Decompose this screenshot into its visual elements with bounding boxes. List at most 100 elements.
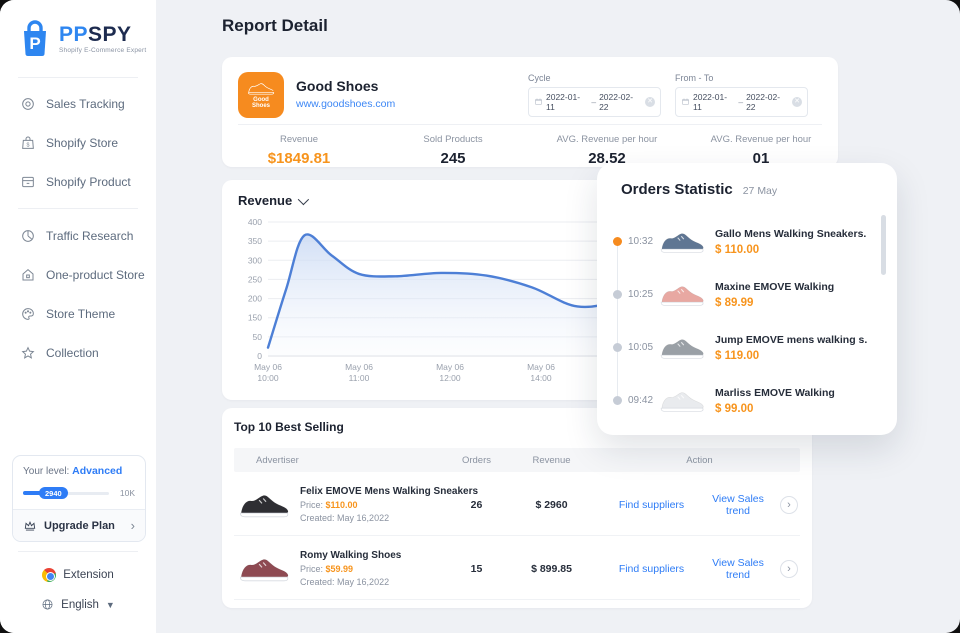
crown-icon — [24, 520, 36, 531]
column-action: Action — [686, 454, 713, 466]
divider — [18, 77, 138, 78]
svg-text:50: 50 — [253, 332, 263, 342]
sidebar-item-shopify-store[interactable]: $ Shopify Store — [20, 135, 118, 151]
revenue-metric-dropdown[interactable]: Revenue — [238, 193, 310, 208]
table-header: Advertiser Orders Revenue Action — [234, 448, 800, 472]
view-sales-trend-link[interactable]: View Sales trend — [712, 492, 764, 517]
order-price: $ 99.00 — [715, 402, 754, 415]
clear-icon[interactable]: ✕ — [792, 96, 802, 107]
star-icon — [21, 346, 35, 359]
orders-panel-date: 27 May — [742, 185, 778, 197]
order-item[interactable]: 10:25 Maxine EMOVE Walking $ 89.99 — [597, 268, 897, 321]
store-url-link[interactable]: www.goodshoes.com — [296, 97, 396, 110]
chevron-down-icon: ▼ — [105, 599, 115, 610]
store-summary-card: Good Shoes Good Shoes www.goodshoes.com … — [222, 57, 838, 167]
from-to-picker-group: From - To 2022-01-11 – 2022-02-22 ✕ — [675, 73, 808, 117]
view-sales-trend-link[interactable]: View Sales trend — [712, 556, 764, 581]
svg-text:11:00: 11:00 — [349, 373, 370, 383]
pie-chart-icon — [22, 230, 34, 242]
order-item[interactable]: 10:32 Gallo Mens Walking Sneakers... $ 1… — [597, 215, 897, 268]
upgrade-plan-button[interactable]: Upgrade Plan › — [13, 509, 145, 541]
date-start: 2022-01-11 — [546, 91, 581, 112]
progress-max-label: 10K — [119, 488, 135, 498]
level-value: Advanced — [72, 465, 123, 477]
language-label: English — [61, 598, 99, 611]
level-text: Your level: Advanced — [23, 465, 135, 477]
orders-count: 26 — [470, 498, 483, 511]
product-created: Created: May 16,2022 — [300, 513, 390, 523]
sneaker-image — [660, 285, 704, 306]
timeline-dot — [613, 343, 622, 352]
sneaker-icon — [247, 82, 275, 95]
clear-icon[interactable]: ✕ — [645, 96, 655, 107]
from-to-date-range-picker[interactable]: 2022-01-11 – 2022-02-22 ✕ — [675, 86, 808, 117]
find-suppliers-link[interactable]: Find suppliers — [618, 498, 685, 511]
cycle-label: Cycle — [528, 72, 551, 83]
orders-statistic-panel: Orders Statistic 27 May 10:32 Gallo Mens… — [597, 163, 897, 435]
sidebar-item-label: Sales Tracking — [46, 97, 125, 111]
chevron-right-icon: › — [130, 518, 135, 533]
order-item[interactable]: 10:05 Jump EMOVE mens walking s... $ 119… — [597, 321, 897, 374]
brand-logo: P PPSPY Shopify E-Commerce Expert — [18, 20, 146, 58]
best-selling-title: Top 10 Best Selling — [234, 420, 344, 434]
store-logo-text: Good Shoes — [251, 96, 270, 110]
svg-text:14:00: 14:00 — [530, 373, 552, 383]
sidebar-item-sales-tracking[interactable]: Sales Tracking — [20, 96, 125, 112]
order-price: $ 89.99 — [715, 296, 754, 309]
date-end: 2022-02-22 — [599, 91, 634, 112]
order-time: 10:25 — [628, 289, 654, 300]
scrollbar[interactable] — [881, 215, 886, 275]
page-title: Report Detail — [222, 16, 328, 35]
sneaker-image — [239, 558, 289, 581]
svg-text:200: 200 — [248, 294, 262, 304]
sidebar-item-one-product-store[interactable]: One-product Store — [20, 267, 145, 283]
orders-count: 15 — [470, 562, 483, 575]
sidebar-item-shopify-product[interactable]: Shopify Product — [20, 174, 131, 190]
chevron-down-icon — [297, 193, 310, 205]
svg-text:150: 150 — [248, 313, 262, 323]
divider — [18, 208, 138, 209]
best-selling-card: Top 10 Best Selling Advertiser Orders Re… — [222, 408, 812, 608]
sidebar-item-store-theme[interactable]: Store Theme — [20, 306, 115, 322]
progress-fill — [23, 491, 45, 495]
svg-text:300: 300 — [248, 255, 262, 265]
product-created: Created: May 16,2022 — [300, 577, 390, 587]
language-selector[interactable]: English ▼ — [0, 598, 156, 611]
sidebar: P PPSPY Shopify E-Commerce Expert Sales … — [0, 0, 156, 633]
order-time: 10:32 — [628, 236, 654, 247]
store-logo: Good Shoes — [238, 71, 284, 118]
find-suppliers-link[interactable]: Find suppliers — [618, 562, 685, 575]
sidebar-item-label: Collection — [46, 346, 99, 360]
order-item[interactable]: 09:42 Marliss EMOVE Walking $ 99.00 — [597, 374, 897, 427]
column-orders: Orders — [461, 454, 492, 466]
product-price: Price: $110.00 — [300, 500, 358, 510]
calendar-icon — [682, 98, 689, 105]
chevron-right-button[interactable]: › — [780, 495, 798, 514]
globe-icon — [42, 599, 53, 610]
chevron-right-button[interactable]: › — [780, 559, 798, 578]
level-label: Your level: — [23, 466, 70, 477]
divider — [18, 551, 138, 552]
house-icon — [22, 269, 34, 281]
sneaker-image — [660, 338, 704, 359]
sneaker-image — [660, 391, 704, 412]
stat-avg-revenue-hour-2: AVG. Revenue per hour 01 — [710, 134, 812, 167]
extension-link[interactable]: Extension — [0, 568, 156, 582]
product-name: Romy Walking Shoes — [300, 550, 402, 561]
svg-text:$: $ — [27, 142, 30, 148]
brand-tagline: Shopify E-Commerce Expert — [59, 46, 147, 54]
svg-text:12:00: 12:00 — [439, 373, 461, 383]
order-time: 10:05 — [628, 342, 654, 353]
brand-name: PPSPY — [59, 22, 132, 46]
table-row: Felix EMOVE Mens Walking Sneakers Price:… — [234, 474, 800, 536]
upgrade-plan-label: Upgrade Plan — [44, 519, 115, 532]
column-advertiser: Advertiser — [256, 454, 299, 466]
svg-text:0: 0 — [257, 351, 262, 361]
cycle-date-range-picker[interactable]: 2022-01-11 – 2022-02-22 ✕ — [528, 86, 661, 117]
timeline-dot-active — [613, 237, 622, 246]
divider — [238, 124, 822, 125]
sidebar-item-collection[interactable]: Collection — [20, 345, 99, 361]
svg-text:250: 250 — [248, 274, 262, 284]
sidebar-item-traffic-research[interactable]: Traffic Research — [20, 228, 133, 244]
sidebar-item-label: One-product Store — [46, 268, 145, 282]
